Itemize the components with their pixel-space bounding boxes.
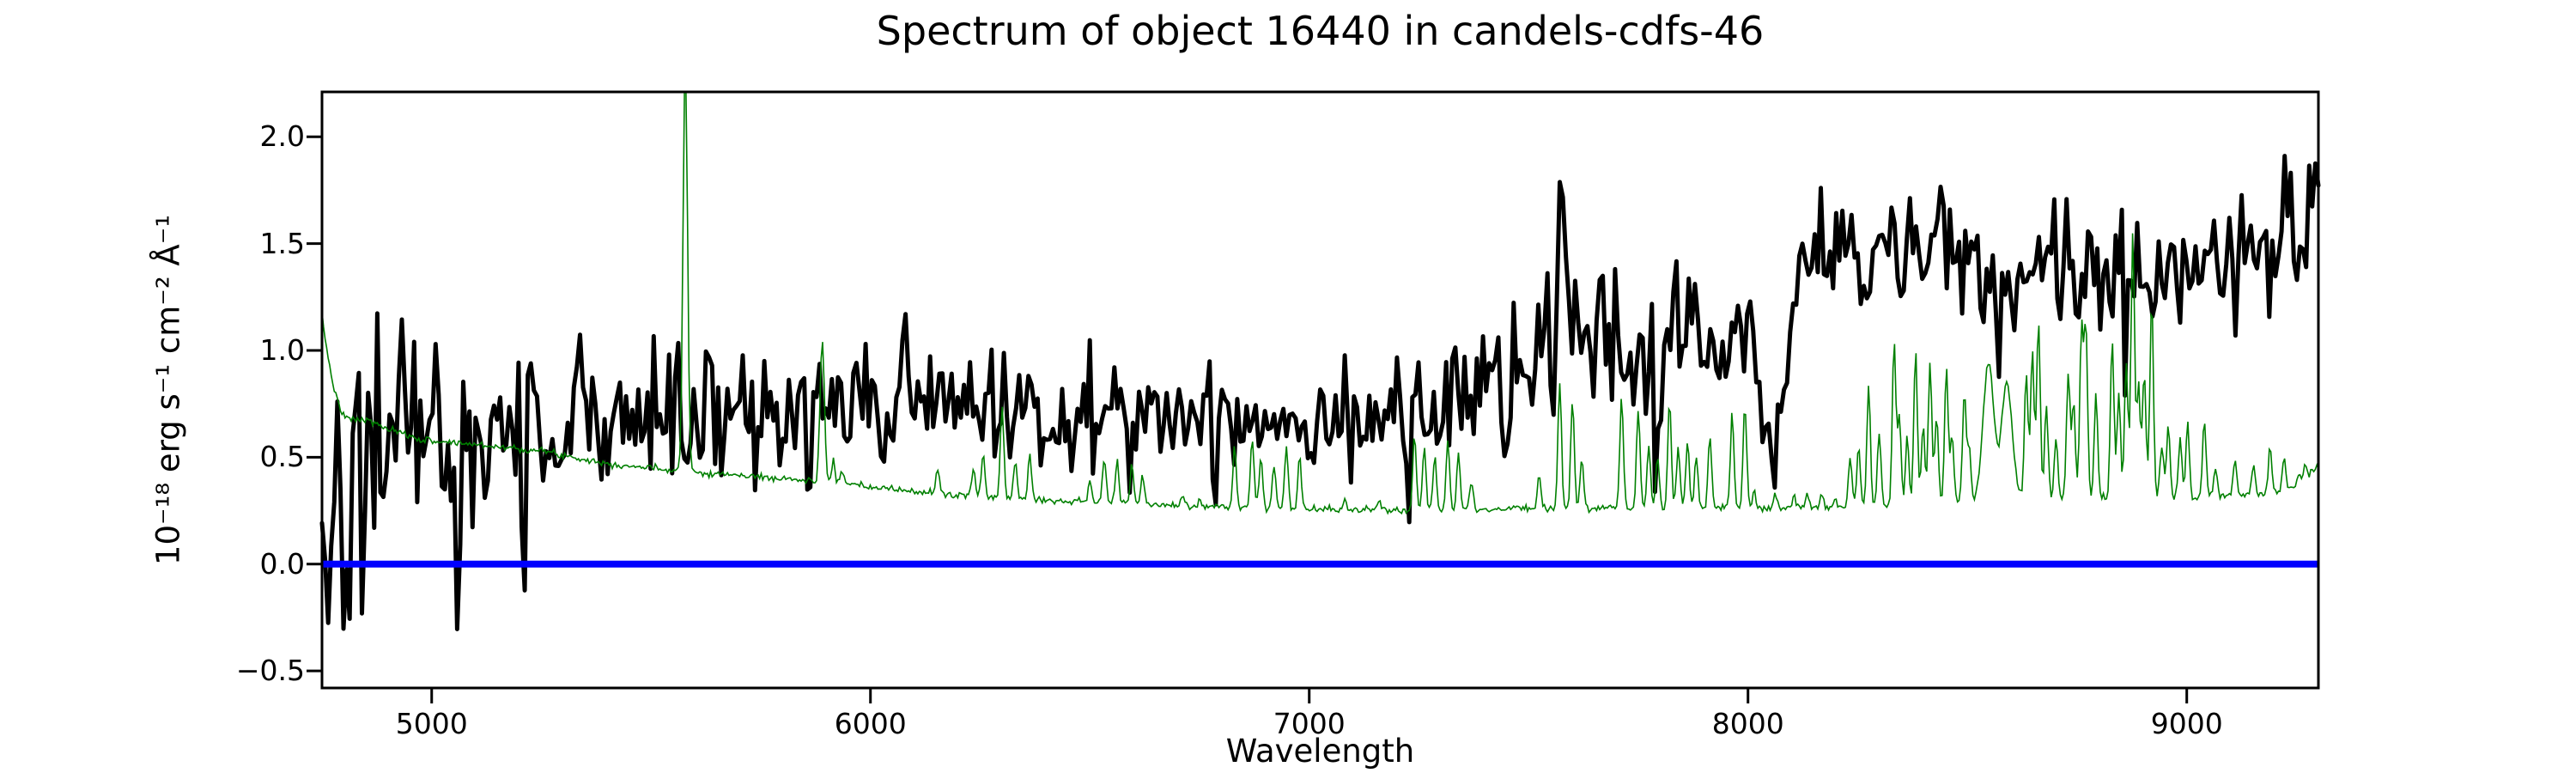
x-tick-label: 5000 [395, 707, 468, 740]
y-tick-label: 1.5 [259, 226, 305, 260]
x-tick-label: 6000 [834, 707, 907, 740]
y-tick-label: 0.5 [259, 440, 305, 474]
y-tick-label: 0.0 [259, 546, 305, 581]
plot-title: Spectrum of object 16440 in candels-cdfs… [876, 8, 1765, 54]
y-axis-label: 10⁻¹⁸ erg s⁻¹ cm⁻² Å⁻¹ [149, 214, 187, 566]
x-axis-label: Wavelength [1225, 733, 1415, 770]
y-tick-label: 1.0 [259, 332, 305, 367]
x-tick-label: 8000 [1711, 707, 1784, 740]
y-tick-label: −0.5 [235, 654, 305, 688]
axes-frame [320, 90, 2320, 690]
x-tick-label: 9000 [2150, 707, 2223, 740]
x-tick-label: 7000 [1273, 707, 1346, 740]
noise-spectrum-line [321, 91, 2319, 515]
flux-spectrum-line [319, 154, 2321, 631]
y-tick-label: 2.0 [259, 119, 305, 154]
